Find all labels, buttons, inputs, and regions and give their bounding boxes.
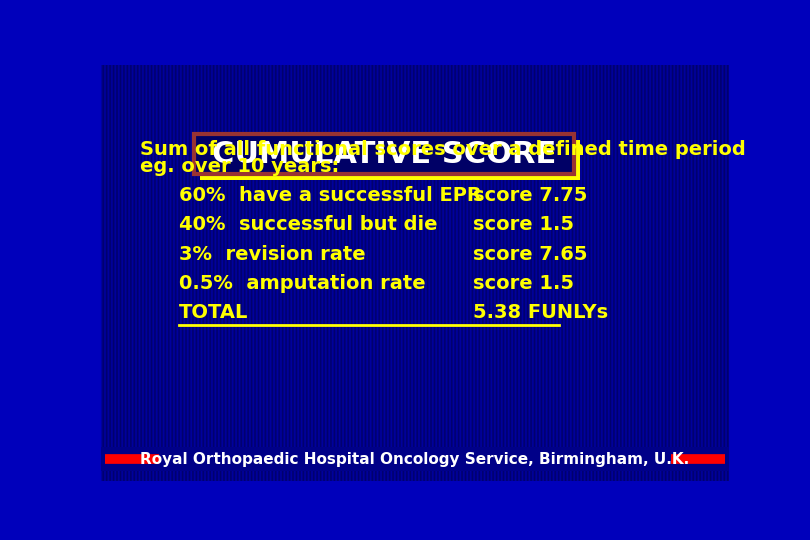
Bar bbox=[200, 140, 580, 180]
Text: score 1.5: score 1.5 bbox=[473, 274, 574, 293]
Text: 40%  successful but die: 40% successful but die bbox=[179, 215, 437, 234]
Text: eg. over 10 years:: eg. over 10 years: bbox=[140, 157, 339, 176]
Text: 60%  have a successful EPR: 60% have a successful EPR bbox=[179, 186, 482, 205]
Text: 5.38 FUNLYs: 5.38 FUNLYs bbox=[473, 303, 608, 322]
Text: score 7.75: score 7.75 bbox=[473, 186, 587, 205]
Bar bbox=[194, 134, 574, 174]
Text: score 7.65: score 7.65 bbox=[473, 245, 588, 264]
Text: Sum of all functional scores over a defined time period: Sum of all functional scores over a defi… bbox=[140, 140, 746, 159]
Text: score 1.5: score 1.5 bbox=[473, 215, 574, 234]
Text: 0.5%  amputation rate: 0.5% amputation rate bbox=[179, 274, 425, 293]
Text: CUMULATIVE SCORE: CUMULATIVE SCORE bbox=[212, 140, 556, 168]
Text: Royal Orthopaedic Hospital Oncology Service, Birmingham, U.K.: Royal Orthopaedic Hospital Oncology Serv… bbox=[140, 451, 690, 467]
Bar bbox=[194, 134, 574, 174]
Text: TOTAL: TOTAL bbox=[179, 303, 248, 322]
Text: 3%  revision rate: 3% revision rate bbox=[179, 245, 365, 264]
Bar bbox=[101, 448, 729, 470]
